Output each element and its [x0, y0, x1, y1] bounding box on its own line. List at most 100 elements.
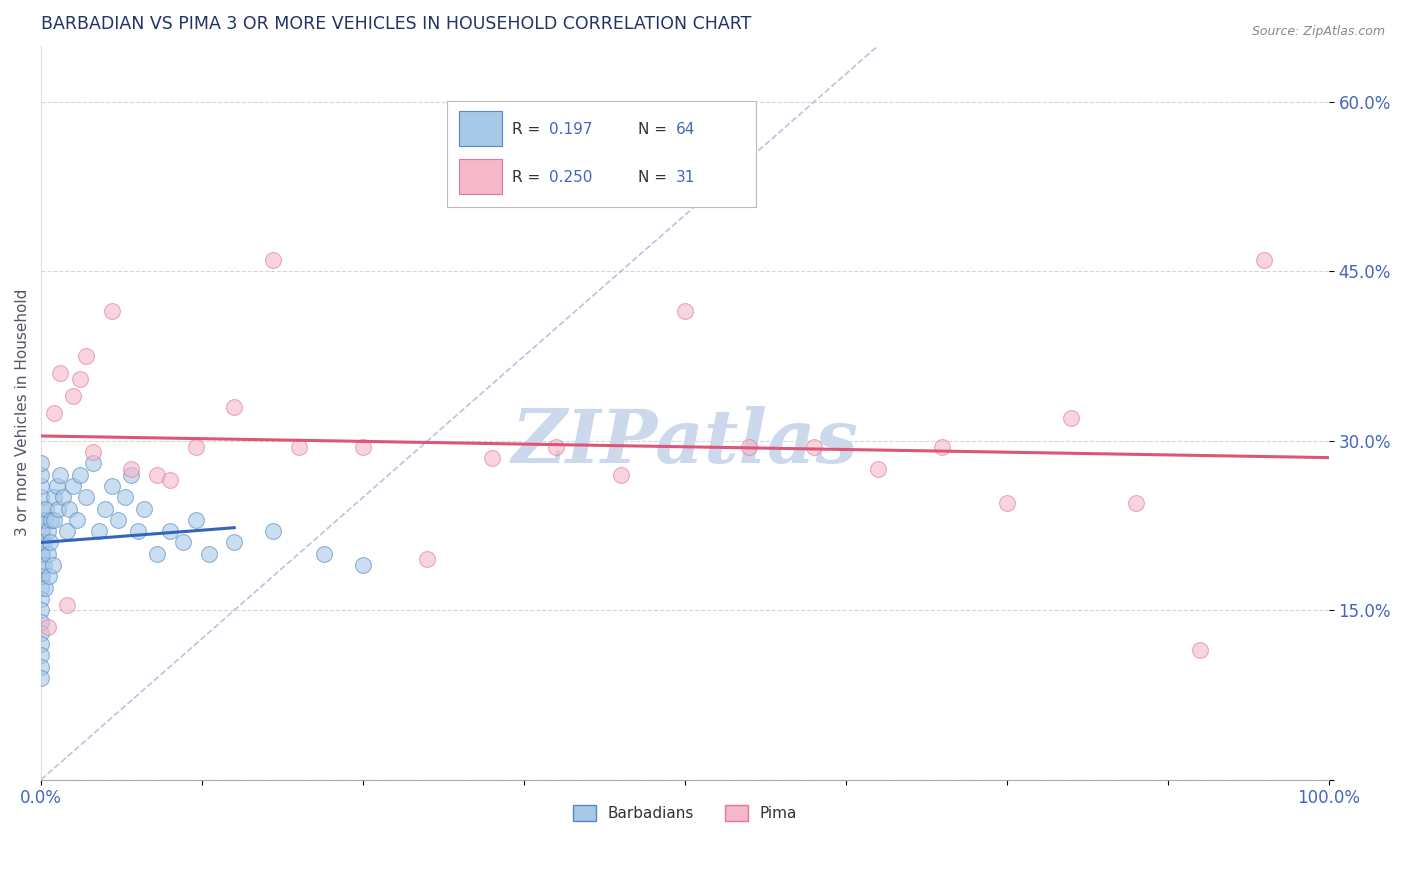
- Point: [41, 513, 63, 527]
- Point: [107, 513, 129, 527]
- Point: [609, 467, 631, 482]
- Point: [101, 479, 124, 493]
- Point: [146, 547, 169, 561]
- Point: [32, 558, 55, 572]
- Point: [38, 569, 60, 583]
- Point: [30, 558, 52, 572]
- Point: [39, 535, 62, 549]
- Point: [52, 491, 75, 505]
- Point: [62, 389, 84, 403]
- Point: [30, 479, 52, 493]
- Point: [352, 440, 374, 454]
- Point: [34, 513, 56, 527]
- Point: [82, 445, 104, 459]
- Point: [352, 558, 374, 572]
- Point: [75, 491, 97, 505]
- Point: [30, 491, 52, 505]
- Point: [66, 513, 89, 527]
- Point: [262, 524, 284, 539]
- Point: [546, 440, 568, 454]
- Point: [46, 501, 69, 516]
- Point: [31, 547, 53, 561]
- Point: [30, 637, 52, 651]
- Legend: Barbadians, Pima: Barbadians, Pima: [567, 799, 803, 827]
- Text: BARBADIAN VS PIMA 3 OR MORE VEHICLES IN HOUSEHOLD CORRELATION CHART: BARBADIAN VS PIMA 3 OR MORE VEHICLES IN …: [41, 15, 751, 33]
- Point: [159, 524, 181, 539]
- Point: [69, 372, 91, 386]
- Point: [34, 581, 56, 595]
- Point: [101, 304, 124, 318]
- Point: [30, 659, 52, 673]
- Point: [1253, 253, 1275, 268]
- Point: [56, 598, 79, 612]
- Point: [30, 547, 52, 561]
- Point: [30, 467, 52, 482]
- Point: [114, 491, 136, 505]
- Point: [30, 591, 52, 606]
- Point: [262, 253, 284, 268]
- Point: [30, 524, 52, 539]
- Point: [30, 625, 52, 640]
- Point: [30, 457, 52, 471]
- Point: [172, 535, 194, 549]
- Point: [416, 552, 439, 566]
- Point: [30, 671, 52, 685]
- Point: [31, 524, 53, 539]
- Point: [738, 440, 761, 454]
- Point: [868, 462, 890, 476]
- Point: [146, 467, 169, 482]
- Point: [30, 569, 52, 583]
- Point: [37, 524, 59, 539]
- Point: [197, 547, 219, 561]
- Point: [30, 648, 52, 663]
- Point: [184, 440, 207, 454]
- Point: [224, 400, 246, 414]
- Point: [42, 491, 65, 505]
- Point: [184, 513, 207, 527]
- Point: [287, 440, 309, 454]
- Point: [32, 535, 55, 549]
- Point: [37, 547, 59, 561]
- Point: [1060, 411, 1083, 425]
- Point: [42, 513, 65, 527]
- Point: [803, 440, 825, 454]
- Point: [37, 620, 59, 634]
- Point: [58, 501, 80, 516]
- Point: [134, 501, 156, 516]
- Point: [931, 440, 953, 454]
- Point: [56, 524, 79, 539]
- Point: [49, 366, 72, 380]
- Point: [82, 457, 104, 471]
- Point: [30, 513, 52, 527]
- Text: Source: ZipAtlas.com: Source: ZipAtlas.com: [1251, 25, 1385, 38]
- Point: [45, 479, 67, 493]
- Point: [30, 535, 52, 549]
- Point: [69, 467, 91, 482]
- Point: [30, 581, 52, 595]
- Point: [1188, 642, 1211, 657]
- Point: [314, 547, 336, 561]
- Point: [159, 474, 181, 488]
- Point: [42, 406, 65, 420]
- Point: [995, 496, 1018, 510]
- Point: [481, 450, 503, 465]
- Point: [127, 524, 149, 539]
- Point: [224, 535, 246, 549]
- Point: [31, 569, 53, 583]
- Point: [30, 501, 52, 516]
- Point: [62, 479, 84, 493]
- Point: [30, 603, 52, 617]
- Point: [49, 467, 72, 482]
- Point: [41, 558, 63, 572]
- Point: [75, 349, 97, 363]
- Point: [94, 501, 117, 516]
- Point: [87, 524, 110, 539]
- Y-axis label: 3 or more Vehicles in Household: 3 or more Vehicles in Household: [15, 289, 30, 536]
- Point: [120, 462, 142, 476]
- Point: [673, 304, 696, 318]
- Point: [120, 467, 142, 482]
- Point: [1125, 496, 1147, 510]
- Text: ZIPatlas: ZIPatlas: [512, 406, 859, 478]
- Point: [35, 501, 58, 516]
- Point: [30, 615, 52, 629]
